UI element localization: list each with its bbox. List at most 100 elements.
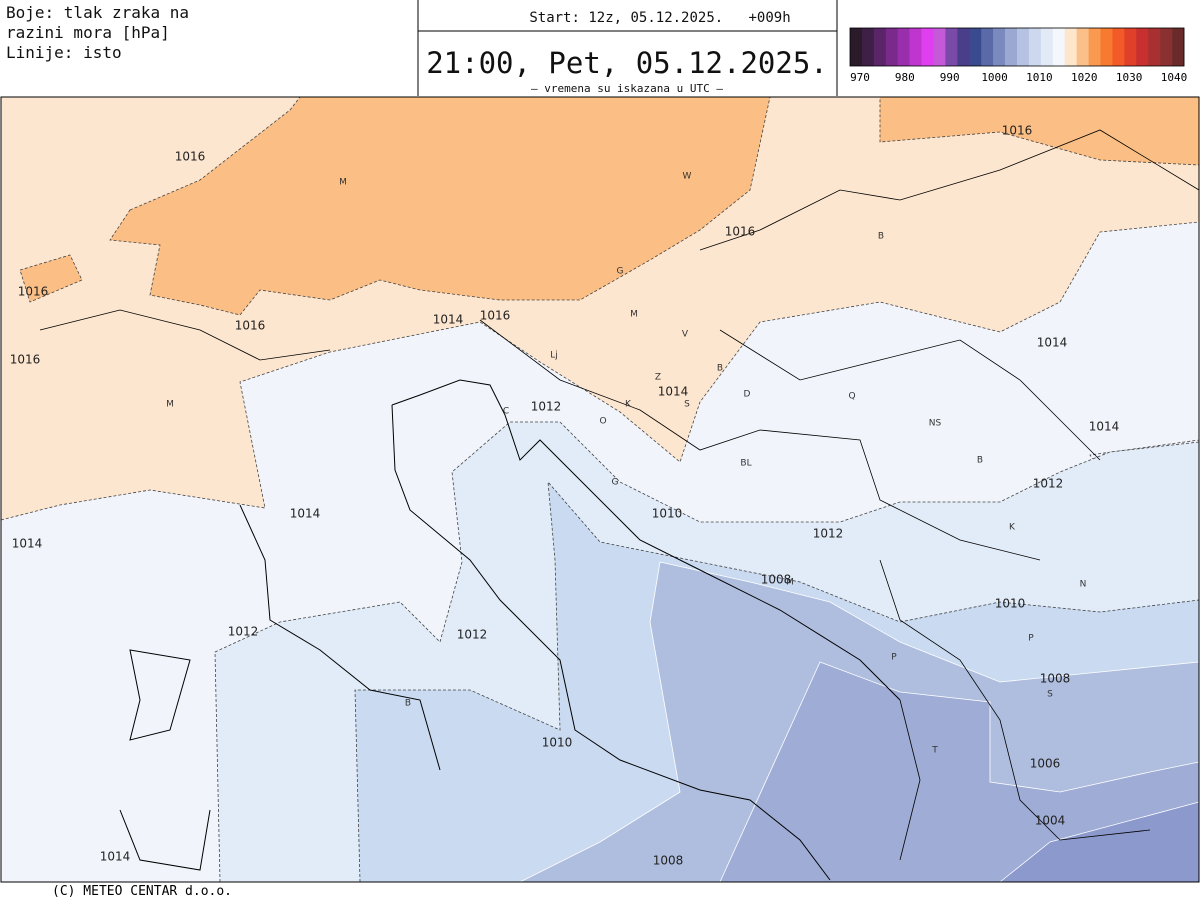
colorbar-label: 1030 (1116, 71, 1143, 84)
colorbar-swatch (1124, 28, 1137, 66)
isobar-label: 1016 (725, 225, 756, 239)
place-label: S (1047, 690, 1053, 700)
place-label: BL (740, 459, 751, 469)
isobar-label: 1004 (1035, 814, 1066, 828)
colorbar-swatch (1064, 28, 1077, 66)
colorbar-label: 1010 (1026, 71, 1053, 84)
colorbar-swatch (1076, 28, 1089, 66)
isobar-label: 1012 (457, 628, 488, 642)
isobar-label: 1008 (653, 854, 684, 868)
border (39, 129, 1200, 861)
isobar-label: 1006 (1030, 757, 1061, 771)
colorbar-swatch (957, 28, 970, 66)
colorbar-swatch (909, 28, 922, 66)
colorbar-label: 980 (895, 71, 915, 84)
colorbar-swatch (1136, 28, 1149, 66)
colorbar-swatch (1172, 28, 1185, 66)
legend-line: Linije: isto (6, 43, 122, 62)
place-label: W (683, 172, 692, 182)
isobar-label: 1014 (658, 385, 689, 399)
place-label: G (617, 267, 624, 277)
place-label: K (625, 400, 632, 410)
colorbar-swatch (1100, 28, 1113, 66)
isobar-label: 1008 (761, 573, 792, 587)
place-label: B (717, 364, 723, 374)
isobar-label: 1016 (480, 309, 511, 323)
colorbar-frame (849, 27, 1185, 67)
isobar-label: 1014 (1037, 336, 1068, 350)
map (0, 96, 1200, 883)
footer: (C) METEO CENTAR d.o.o. (52, 884, 232, 899)
place-label: Z (655, 373, 661, 383)
band-1016-1018 (879, 96, 1200, 166)
isobar-label: 1014 (100, 850, 131, 864)
place-label: Lj (550, 351, 558, 361)
colorbar-label: 1020 (1071, 71, 1098, 84)
colorbar-swatch (1052, 28, 1066, 66)
colorbar-swatch (897, 28, 910, 66)
isobar-label: 1012 (1033, 477, 1064, 491)
place-label: K (1009, 523, 1016, 533)
colorbar-label: 990 (940, 71, 960, 84)
place-label: B (977, 456, 983, 466)
place-label: P (891, 653, 897, 663)
colorbar-swatch (1112, 28, 1125, 66)
colorbar-swatch (873, 28, 887, 66)
place-label: T (931, 746, 938, 756)
place-label: NS (929, 419, 942, 429)
place-label: B (405, 699, 411, 709)
colorbar-swatch (1088, 28, 1101, 66)
place-label: B (878, 232, 884, 242)
place-label: D (744, 390, 751, 400)
colorbar-swatch (1017, 28, 1030, 66)
colorbar-swatch (969, 28, 982, 66)
colorbar-swatch (885, 28, 899, 66)
place-label: C (503, 407, 509, 417)
place-label: S (684, 400, 690, 410)
colorbar-swatch (861, 28, 875, 66)
place-label: G (612, 478, 619, 488)
isobar-label: 1008 (1040, 672, 1071, 686)
colorbar-swatch (945, 28, 958, 66)
colorbar-swatch (1040, 28, 1054, 66)
place-label: Q (848, 392, 855, 402)
isobar-label: 1016 (175, 150, 206, 164)
colorbar-swatch (1148, 28, 1161, 66)
colorbar-swatch (850, 28, 863, 66)
colorbar-swatch (1028, 28, 1042, 66)
utc-note: – vremena su iskazana u UTC – (531, 82, 723, 95)
map-frame (0, 96, 1200, 883)
legend-line: razini mora [hPa] (6, 23, 170, 42)
isobar-label: 1012 (531, 400, 562, 414)
colorbar-swatch (1160, 28, 1173, 66)
isobar-label: 1014 (433, 313, 464, 327)
isobar-label: 1016 (18, 285, 49, 299)
isobar-label: 1014 (290, 507, 321, 521)
place-label: M (339, 178, 347, 188)
isobar-label: 1016 (1002, 124, 1033, 138)
isobar-label: 1012 (813, 527, 844, 541)
place-label: M (166, 400, 174, 410)
coastline (119, 379, 901, 881)
isobar-label: 1012 (228, 625, 259, 639)
isobar-label: 1010 (995, 597, 1026, 611)
isobar-label: 1014 (12, 537, 43, 551)
colorbar-label: 1000 (981, 71, 1008, 84)
place-label: M (786, 578, 794, 588)
colorbar-swatch (921, 28, 934, 66)
colorbar-swatch (1005, 28, 1018, 66)
place-label: M (630, 310, 638, 320)
colorbar-label: 970 (850, 71, 870, 84)
isobar-label: 1010 (542, 736, 573, 750)
colorbar-swatch (933, 28, 946, 66)
isobar-label: 1016 (10, 353, 41, 367)
place-label: V (682, 330, 689, 340)
legend-line: Boje: tlak zraka na (6, 3, 189, 22)
start-time: Start: 12z, 05.12.2025. +009h (529, 10, 790, 26)
colorbar-swatch (993, 28, 1006, 66)
place-label: N (1080, 580, 1087, 590)
band-1016-1018 (109, 96, 771, 316)
place-label: P (1028, 634, 1034, 644)
isobar-label: 1016 (235, 319, 266, 333)
